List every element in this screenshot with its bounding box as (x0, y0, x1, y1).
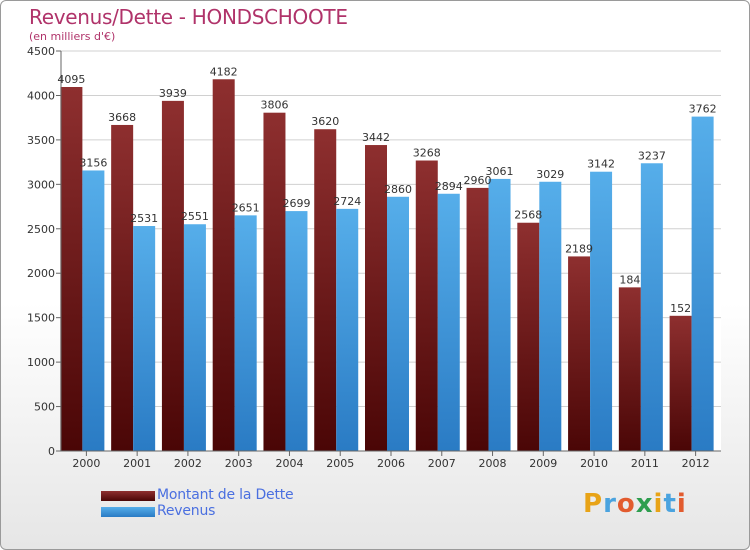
bar-revenue-2002 (183, 224, 206, 451)
data-label-debt-2012: 152 (670, 302, 691, 315)
bar-revenue-2004 (285, 211, 308, 451)
data-label-revenue-2010: 3142 (587, 158, 615, 171)
y-tick-label: 1500 (27, 312, 55, 325)
bar-debt-2000 (60, 87, 83, 451)
data-label-revenue-2001: 2531 (130, 212, 158, 225)
bar-debt-2005 (314, 129, 337, 451)
bar-debt-2001 (111, 124, 134, 451)
x-tick-label: 2010 (580, 457, 608, 470)
bar-debt-2009 (517, 222, 540, 451)
data-label-revenue-2003: 2651 (232, 201, 260, 214)
bar-revenue-2003 (234, 215, 257, 451)
data-label-debt-2005: 3620 (311, 115, 339, 128)
bar-revenue-2006 (387, 196, 409, 451)
bar-debt-2012 (669, 315, 692, 451)
bar-debt-2006 (365, 145, 387, 452)
bar-debt-2010 (568, 256, 591, 451)
bar-revenue-2010 (590, 171, 613, 451)
bar-debt-2003 (212, 79, 235, 452)
data-label-revenue-2012: 3762 (689, 103, 717, 116)
y-tick-label: 3000 (27, 178, 55, 191)
legend-swatch-debt (101, 491, 155, 501)
y-tick-label: 500 (34, 401, 55, 414)
bar-revenue-2009 (539, 181, 562, 451)
x-tick-label: 2009 (529, 457, 557, 470)
data-label-revenue-2007: 2894 (435, 180, 463, 193)
data-label-debt-2001: 3668 (108, 111, 136, 124)
data-label-revenue-2002: 2551 (181, 210, 209, 223)
data-label-revenue-2008: 3061 (486, 165, 514, 178)
x-tick-label: 2008 (479, 457, 507, 470)
data-label-debt-2009: 2568 (514, 209, 542, 222)
data-label-debt-2003: 4182 (210, 65, 238, 78)
x-tick-label: 2003 (225, 457, 253, 470)
proxiti-logo: Proxiti (583, 489, 687, 519)
x-tick-label: 2001 (123, 457, 151, 470)
y-tick-label: 4000 (27, 89, 55, 102)
data-label-revenue-2005: 2724 (333, 195, 361, 208)
x-tick-label: 2007 (428, 457, 456, 470)
data-label-revenue-2011: 3237 (638, 149, 666, 162)
x-tick-label: 2011 (631, 457, 659, 470)
data-label-revenue-2000: 3156 (79, 156, 107, 169)
data-label-revenue-2009: 3029 (536, 168, 564, 181)
bar-revenue-2007 (437, 193, 460, 451)
x-tick-label: 2002 (174, 457, 202, 470)
bar-revenue-2001 (133, 226, 156, 451)
y-tick-label: 4500 (27, 45, 55, 58)
data-label-revenue-2004: 2699 (282, 197, 310, 210)
data-label-debt-2000: 4095 (57, 73, 85, 86)
data-label-debt-2011: 184 (619, 273, 640, 286)
y-tick-label: 1000 (27, 356, 55, 369)
data-label-debt-2006: 3442 (362, 131, 390, 144)
data-label-debt-2007: 3268 (413, 147, 441, 160)
chart-subtitle: (en milliers d'€) (29, 30, 116, 43)
chart-title: Revenus/Dette - HONDSCHOOTE (29, 5, 348, 29)
data-label-revenue-2006: 2860 (384, 183, 412, 196)
bar-revenue-2008 (488, 178, 511, 451)
x-tick-label: 2004 (275, 457, 303, 470)
data-label-debt-2010: 2189 (565, 242, 593, 255)
data-label-debt-2002: 3939 (159, 87, 187, 100)
bar-debt-2007 (415, 160, 438, 451)
bar-debt-2004 (263, 112, 286, 451)
bar-revenue-2011 (640, 163, 663, 451)
data-label-debt-2004: 3806 (260, 99, 288, 112)
data-label-debt-2008: 2960 (464, 174, 492, 187)
bar-debt-2011 (618, 287, 641, 451)
y-tick-label: 0 (48, 445, 55, 458)
x-tick-label: 2005 (326, 457, 354, 470)
bar-debt-2002 (161, 100, 184, 451)
legend-label-debt: Montant de la Dette (157, 487, 294, 503)
legend-label-revenue: Revenus (157, 503, 216, 519)
y-tick-label: 2500 (27, 223, 55, 236)
x-tick-label: 2012 (682, 457, 710, 470)
y-tick-label: 2000 (27, 267, 55, 280)
x-tick-label: 2006 (377, 457, 405, 470)
bar-revenue-2012 (691, 116, 714, 451)
bar-revenue-2000 (82, 170, 105, 451)
bar-debt-2008 (466, 187, 489, 451)
x-tick-label: 2000 (72, 457, 100, 470)
y-tick-label: 3500 (27, 134, 55, 147)
legend-swatch-revenue (101, 507, 155, 517)
bar-revenue-2005 (336, 208, 359, 451)
